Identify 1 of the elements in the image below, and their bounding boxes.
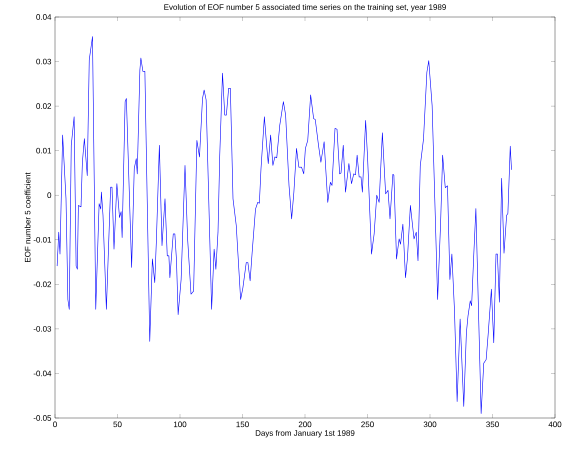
line-series bbox=[56, 36, 512, 414]
